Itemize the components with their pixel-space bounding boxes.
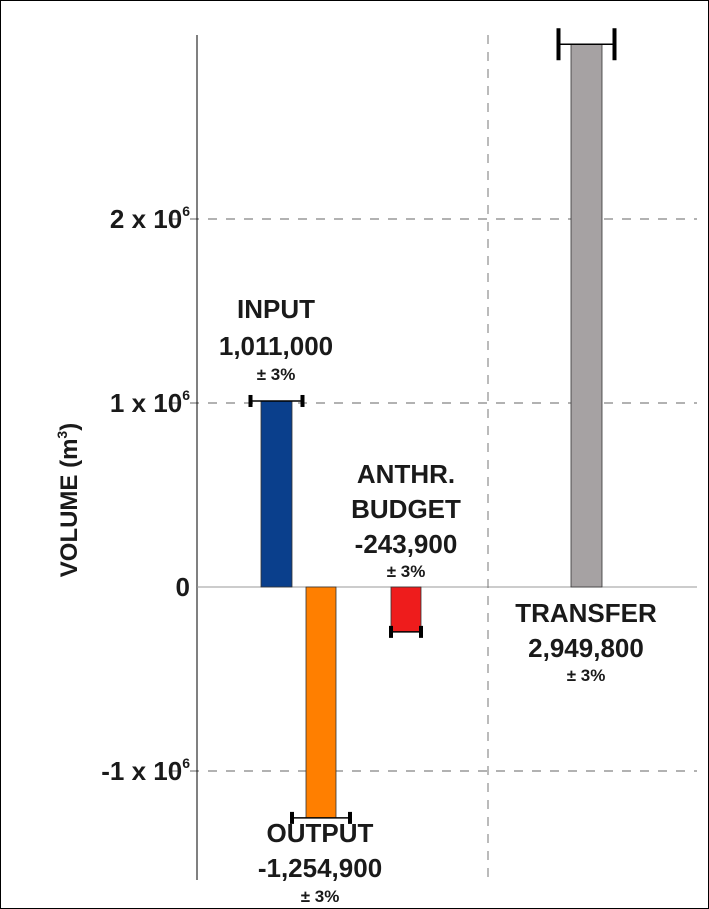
input-annotation: INPUT 1,011,000 ± 3% (219, 294, 333, 384)
input-value-label: 1,011,000 (219, 331, 333, 361)
budget-error-bar (389, 625, 423, 638)
y-axis-title-sup: 3 (54, 431, 70, 439)
budget-error-label: ± 3% (387, 562, 426, 581)
y-axis-title-text: VOLUME (m (56, 439, 83, 578)
y-tick-labels: 2 x 106 1 x 106 0 -1 x 106 (101, 203, 190, 786)
transfer-annotation: TRANSFER 2,949,800 ± 3% (515, 598, 657, 685)
budget-label-line1: ANTHR. (357, 459, 455, 489)
y-tick-label: -1 x 106 (101, 755, 190, 786)
transfer-error-label: ± 3% (567, 666, 606, 685)
input-error-bar (248, 394, 305, 407)
transfer-error-bar (556, 28, 617, 61)
output-error-label: ± 3% (301, 887, 340, 906)
budget-label-line2: BUDGET (351, 494, 461, 524)
transfer-label: TRANSFER (515, 598, 657, 628)
y-tick-label: 1 x 106 (110, 387, 190, 418)
y-tick-label: 2 x 106 (110, 203, 190, 234)
y-tick-label: 0 (176, 572, 190, 602)
output-value-label: -1,254,900 (258, 853, 382, 883)
input-bar (260, 400, 293, 588)
output-bar (305, 586, 337, 819)
y-axis-title: VOLUME (m3) (54, 423, 83, 577)
budget-annotation: ANTHR. BUDGET -243,900 ± 3% (351, 459, 461, 581)
budget-bar (390, 586, 422, 633)
transfer-bar (570, 43, 603, 588)
bars (248, 28, 617, 824)
transfer-value-label: 2,949,800 (528, 633, 644, 663)
output-error-bar (290, 811, 352, 824)
y-axis-title-close: ) (56, 423, 83, 431)
budget-value-label: -243,900 (355, 529, 458, 559)
output-annotation: OUTPUT -1,254,900 ± 3% (258, 818, 382, 906)
grid-lines (172, 218, 697, 772)
input-label: INPUT (237, 294, 315, 324)
output-label: OUTPUT (267, 818, 374, 848)
input-error-label: ± 3% (257, 365, 296, 384)
